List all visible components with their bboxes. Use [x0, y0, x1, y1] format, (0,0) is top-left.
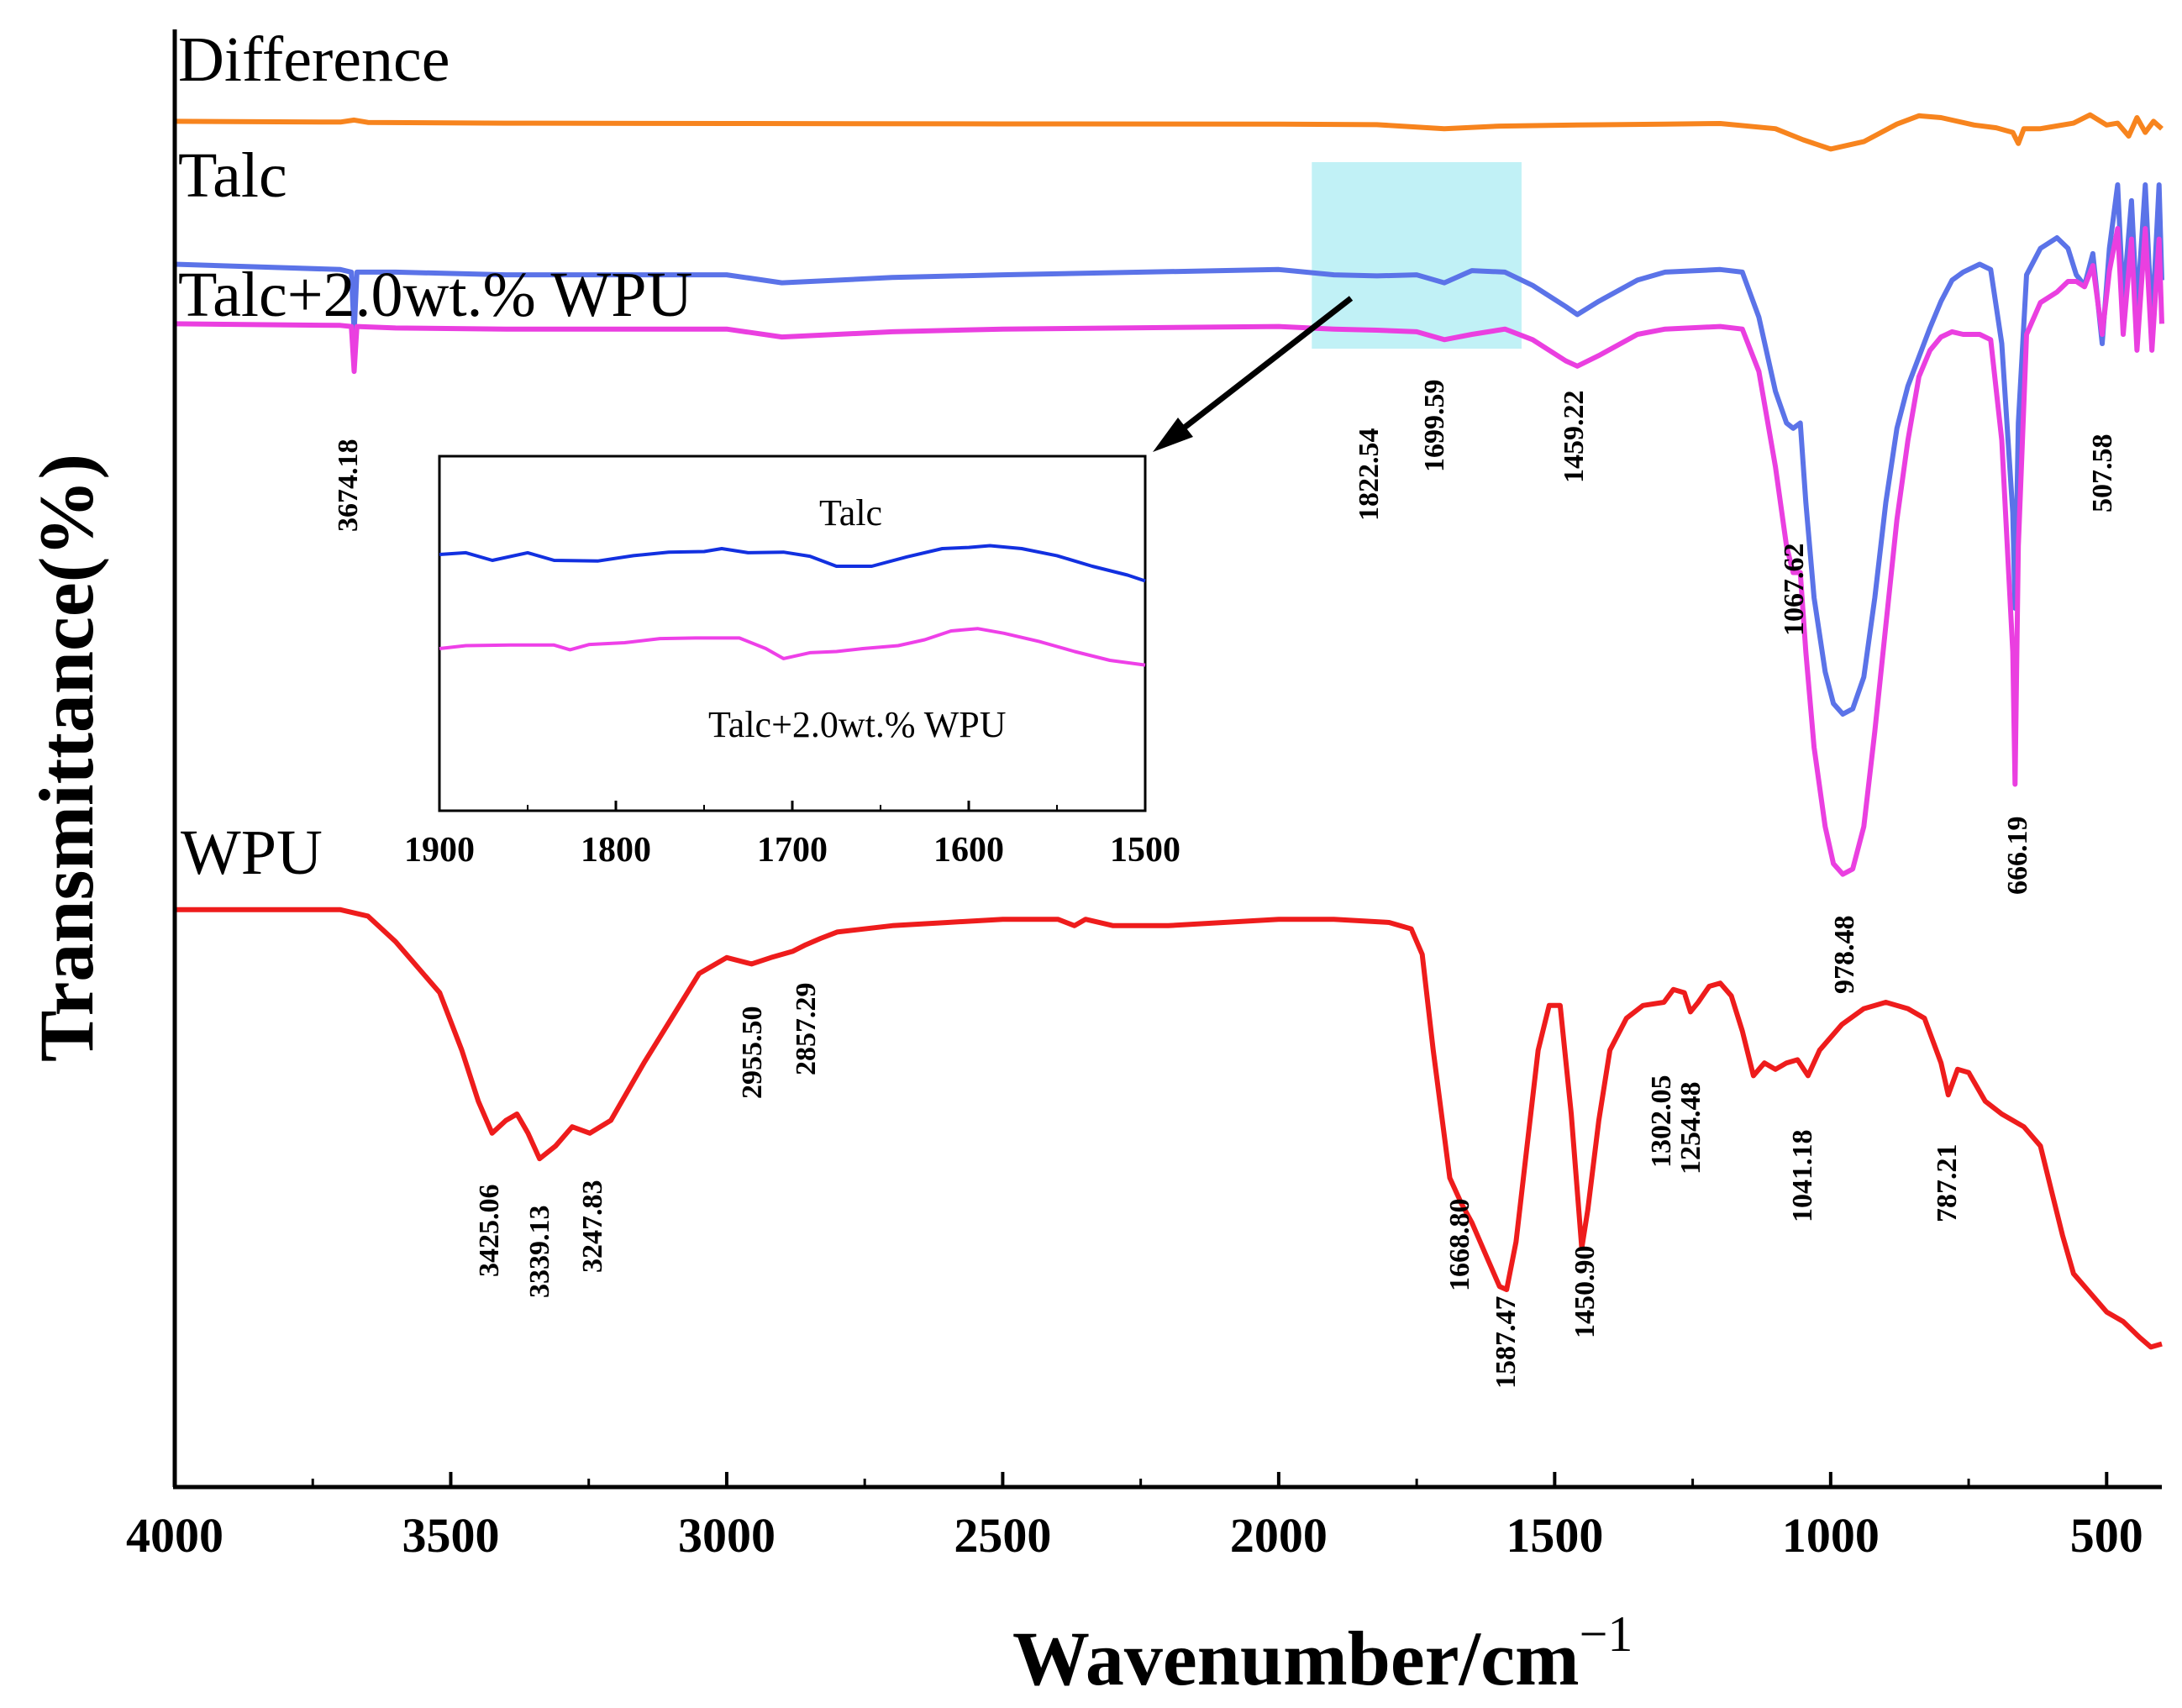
inset-line-talc [439, 544, 1146, 583]
peak-label: 1302.05 [1646, 1075, 1677, 1169]
peak-label: 3247.83 [577, 1180, 608, 1274]
peak-label: 1041.18 [1787, 1130, 1818, 1223]
x-tick-label: 1500 [1506, 1508, 1603, 1563]
peak-label: 978.48 [1829, 916, 1860, 995]
label-talc-wpu: Talc+2.0wt.% WPU [178, 260, 692, 330]
x-tick-label: 500 [2070, 1508, 2143, 1563]
y-axis-title: Transmittance(%) [24, 454, 109, 1062]
series-line-difference [174, 112, 2164, 152]
peak-label: 666.19 [2002, 817, 2033, 896]
inset-plot: Talc Talc+2.0wt.% WPU 1900 1800 1700 1600 15… [404, 455, 1180, 870]
series-line-talc-2-0wt-wpu [174, 226, 2164, 877]
x-tick-label: 3000 [678, 1508, 776, 1563]
inset-label-talc: Talc [819, 492, 882, 533]
inset-tick-label: 1800 [581, 831, 651, 870]
x-axis-title-sup: −1 [1580, 1606, 1633, 1662]
peak-label: 1459.22 [1559, 391, 1590, 484]
series-line-talc [174, 182, 2164, 717]
inset-line-talc-2-0wt-wpu [439, 627, 1146, 667]
peak-label: 3674.18 [333, 439, 364, 533]
inset-frame [438, 455, 1147, 812]
inset-tick-label: 1900 [404, 831, 475, 870]
peak-label: 1067.62 [1779, 544, 1810, 637]
inset-label-talc-wpu: Talc+2.0wt.% WPU [708, 704, 1007, 745]
inset-x-ticks: 1900 1800 1700 1600 1500 [404, 801, 1180, 870]
peak-label: 1587.47 [1491, 1296, 1522, 1390]
x-tick-label: 2000 [1230, 1508, 1328, 1563]
peak-label: 3425.06 [474, 1185, 505, 1278]
arrow [1153, 296, 1354, 452]
x-ticks: 4000 3500 3000 2500 2000 1500 1000 500 [126, 1472, 2143, 1563]
label-wpu: WPU [181, 817, 323, 888]
x-tick-label: 1000 [1782, 1508, 1880, 1563]
peak-label: 1822.54 [1354, 428, 1385, 522]
x-tick-label: 3500 [402, 1508, 499, 1563]
inset-tick-label: 1700 [757, 831, 828, 870]
series-line-wpu [175, 907, 2163, 1350]
peak-label: 787.21 [1932, 1144, 1963, 1223]
peak-label: 1699.59 [1419, 380, 1450, 473]
peak-label: 3339.13 [524, 1206, 555, 1299]
series-layer [174, 112, 2164, 1350]
peak-label: 2857.29 [791, 983, 822, 1076]
inset-tick-label: 1500 [1110, 831, 1180, 870]
peak-label: 1668.80 [1444, 1199, 1475, 1292]
highlight-region [1312, 162, 1522, 349]
peak-label: 507.58 [2087, 434, 2118, 513]
peak-label: 1254.48 [1675, 1082, 1706, 1175]
peak-label: 1450.90 [1569, 1246, 1601, 1339]
label-talc: Talc [178, 140, 287, 211]
peak-label: 2955.50 [737, 1006, 768, 1100]
inset-series-layer [439, 544, 1146, 667]
inset-tick-label: 1600 [933, 831, 1004, 870]
label-difference: Difference [178, 24, 450, 95]
x-tick-label: 2500 [954, 1508, 1051, 1563]
x-tick-label: 4000 [126, 1508, 223, 1563]
peak-labels: 3674.18 1822.54 1699.59 1459.22 1067.62 … [333, 380, 2118, 1390]
x-axis-title: Wavenumber/cm−1 [1012, 1606, 1633, 1701]
